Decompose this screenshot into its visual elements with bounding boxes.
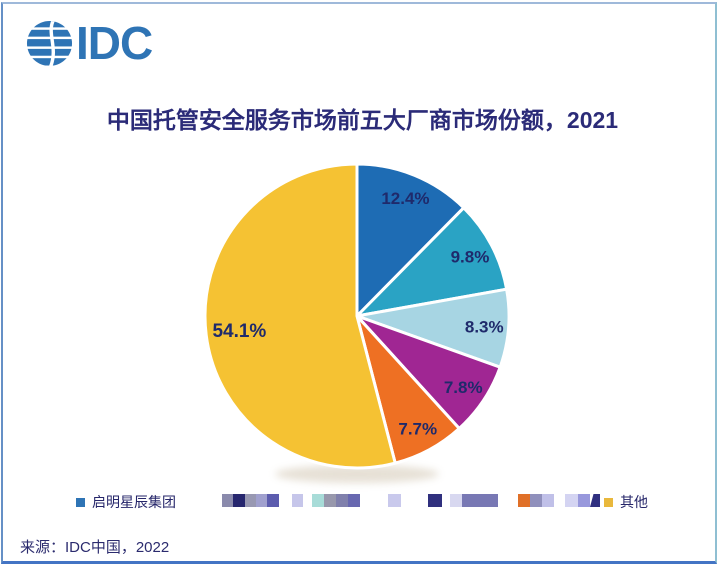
idc-logo: IDC: [26, 17, 153, 69]
censored-legend-block: [565, 494, 578, 507]
censored-legend-block: [590, 494, 600, 507]
censored-legend-block: [530, 494, 542, 507]
pie-label-12.4%: 12.4%: [381, 189, 429, 208]
pie-slice-censored-vendor-2: [355, 206, 509, 318]
censored-legend-block: [336, 494, 348, 507]
idc-globe-icon: [26, 20, 73, 66]
censored-legend-block: [462, 494, 498, 507]
censored-legend-block: [388, 494, 401, 507]
censored-legend-block: [222, 494, 233, 507]
censored-legend-block: [312, 494, 324, 507]
legend-label-venustech: 启明星辰集团: [92, 494, 176, 510]
source-note: 来源：IDC中国，2022: [20, 539, 170, 556]
legend-label-others: 其他: [620, 494, 648, 510]
censored-legend-block: [233, 494, 245, 507]
idc-logo-text: IDC: [76, 17, 153, 69]
censored-legend-block: [578, 494, 590, 507]
legend-swatch-others: [604, 498, 613, 507]
pie-label-7.7%: 7.7%: [398, 419, 437, 438]
censored-legend-block: [348, 494, 360, 507]
censored-legend-block: [292, 494, 303, 507]
pie-label-9.8%: 9.8%: [451, 247, 490, 266]
censored-legend-block: [542, 494, 554, 507]
pie-slice-其他: [203, 162, 397, 470]
legend-swatch-venustech: [76, 498, 85, 507]
legend-item-others: 其他: [604, 492, 648, 512]
censored-legend-block: [267, 494, 279, 507]
pie-shadow: [275, 465, 439, 483]
censored-legend-block: [518, 494, 530, 507]
legend-item-venustech: 启明星辰集团: [76, 492, 176, 512]
censored-legend-block: [324, 494, 336, 507]
censored-legend-block: [428, 494, 442, 507]
pie-label-54.1%: 54.1%: [212, 321, 266, 342]
censored-legend-block: [450, 494, 462, 507]
pie-label-8.3%: 8.3%: [465, 318, 504, 337]
chart-title: 中国托管安全服务市场前五大厂商市场份额，2021: [106, 107, 619, 133]
censored-legend-block: [245, 494, 256, 507]
pie-label-7.8%: 7.8%: [444, 378, 483, 397]
censored-legend-block: [256, 494, 267, 507]
censored-legend-mosaic: [0, 494, 725, 507]
pie-slice-启明星辰集团: [355, 162, 466, 318]
